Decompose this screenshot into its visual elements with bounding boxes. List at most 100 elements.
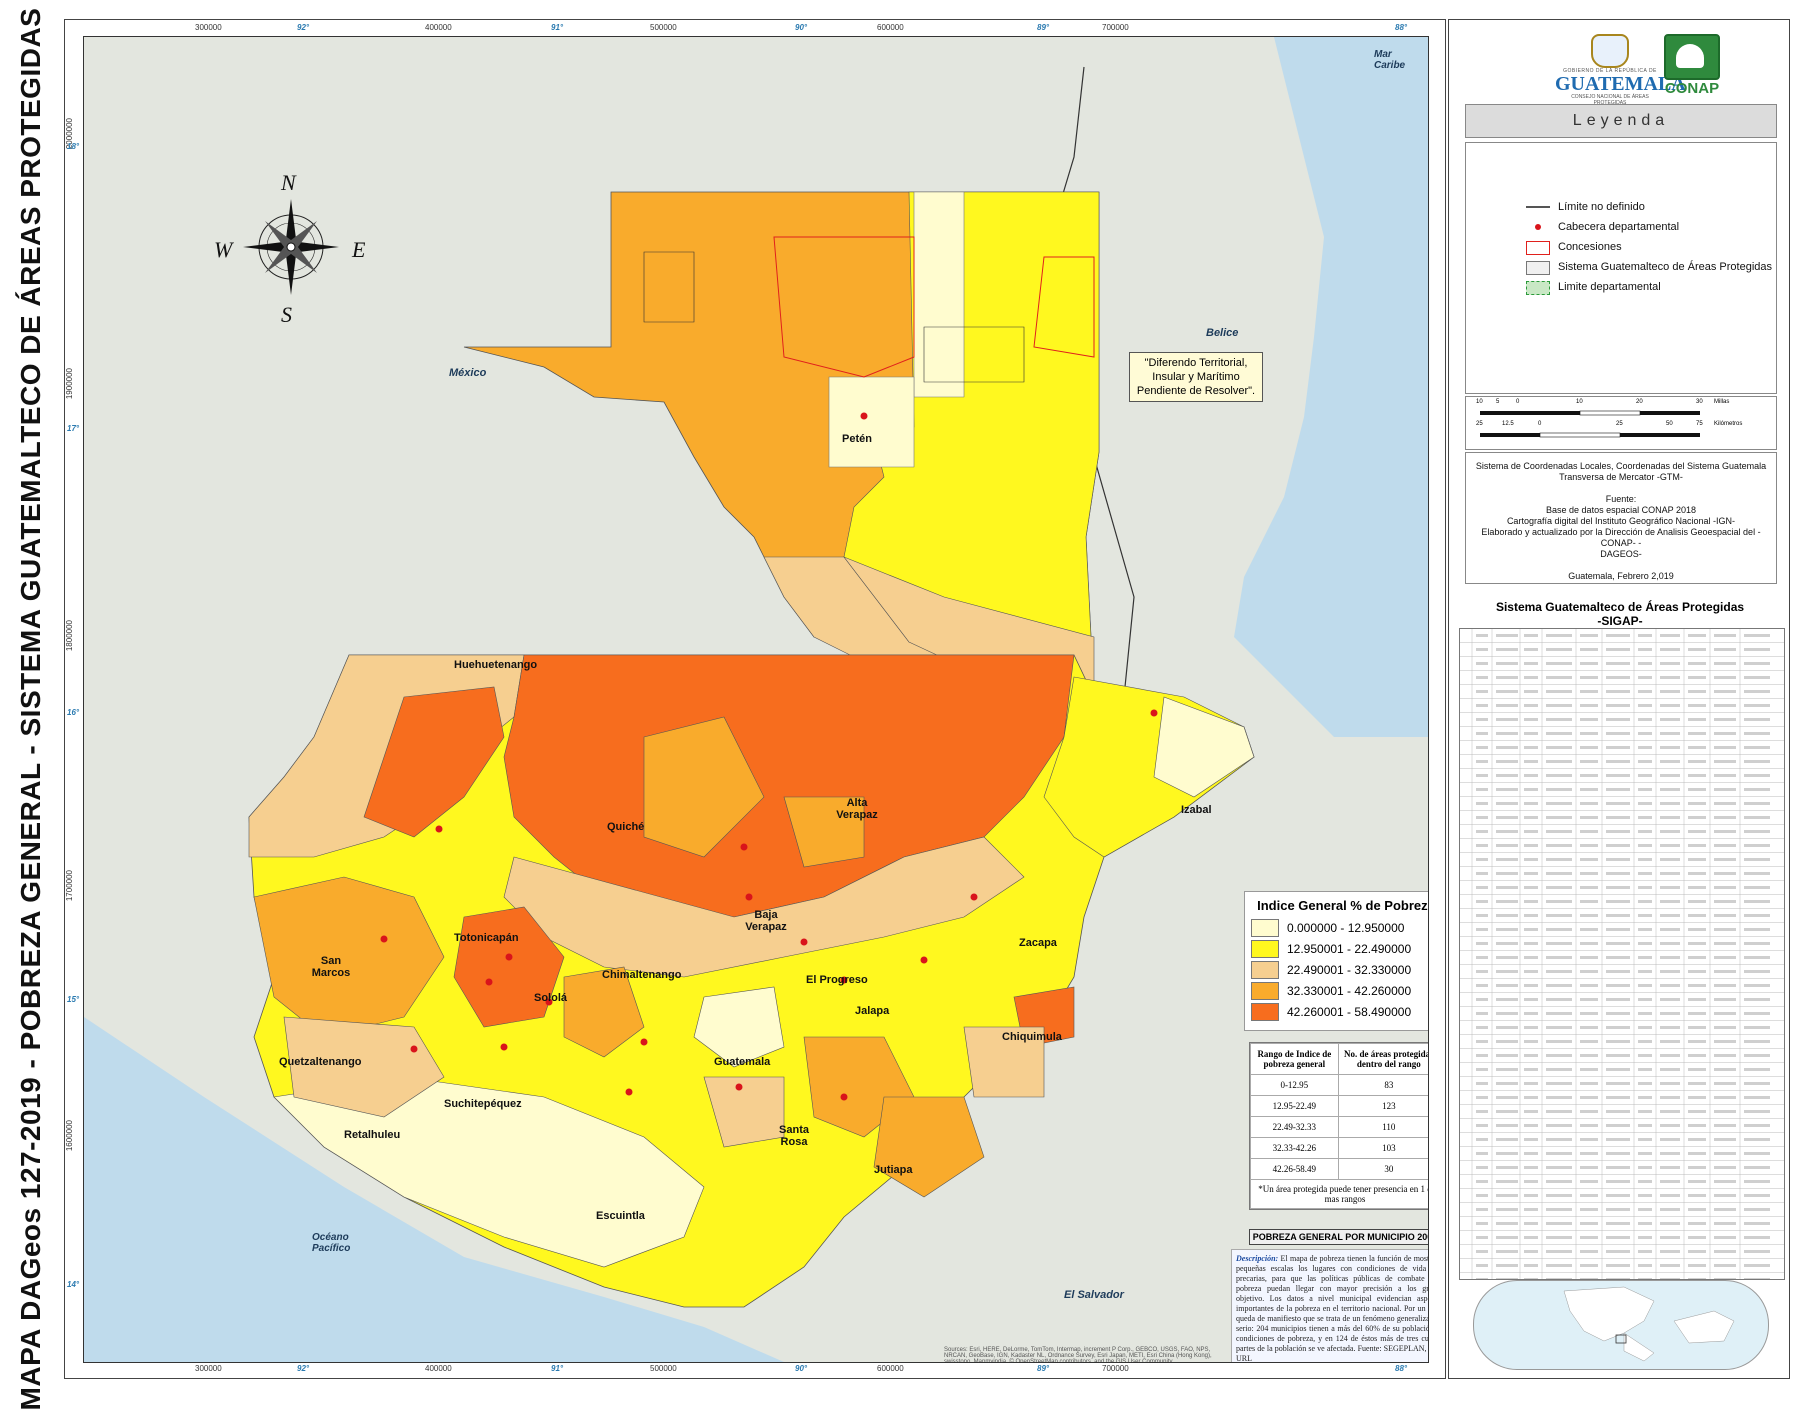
dept-guatemala: Guatemala: [714, 1056, 771, 1068]
peten-municipio-pale: [828, 376, 915, 468]
degree-label: 91°: [551, 23, 564, 32]
caribbean-sea: [1234, 37, 1428, 737]
dept-alta-verapaz: Alta Verapaz: [836, 797, 878, 821]
legend-label: 32.330001 - 42.260000: [1287, 984, 1412, 998]
northing-label: 1900000: [65, 368, 74, 400]
locator-map-svg: [1563, 1286, 1735, 1362]
protected-area-outline: [643, 251, 695, 323]
pacific-coast-pale: [273, 1076, 705, 1268]
degree-label: 16°: [67, 708, 80, 717]
scale-tick: 25: [1616, 421, 1623, 427]
compass-n: N: [281, 170, 296, 195]
scale-unit: Millas: [1714, 399, 1730, 405]
compass-w: W: [214, 237, 233, 262]
poverty-legend-item: 22.490001 - 32.330000: [1251, 961, 1428, 979]
pacific-ocean: [84, 1017, 784, 1362]
dept-quetzaltenango: Quetzaltenango: [279, 1056, 362, 1068]
easting-label: 400000: [425, 1364, 452, 1373]
count-cell: 83: [1337, 1074, 1428, 1096]
easting-label: 400000: [425, 23, 452, 32]
capital-dot: [970, 893, 978, 901]
scale-tick: 25: [1476, 421, 1483, 427]
green-dashed-box-icon: [1526, 281, 1550, 295]
legend-item: Limite departamental: [1526, 281, 1661, 295]
poverty-legend-item: 12.950001 - 22.490000: [1251, 940, 1428, 958]
sigap-subtitle: -SIGAP-: [1597, 614, 1643, 628]
capital-dot: [740, 843, 748, 851]
conap-logo-text: CONAP: [1664, 80, 1720, 97]
retalhuleu-tan: [283, 1016, 445, 1118]
capital-dot: [485, 978, 493, 986]
middle-band-tan: [503, 836, 1025, 978]
label-belice: Belice: [1206, 327, 1239, 339]
compass-s: S: [281, 302, 292, 327]
count-cell: 110: [1337, 1116, 1428, 1138]
chiquimula-tan: [963, 1026, 1045, 1098]
degree-label: 18°: [67, 142, 80, 151]
grey-outline-box-icon: [1526, 261, 1550, 275]
scale-tick: 20: [1636, 399, 1643, 405]
coords-line: Cartografía digital del Instituto Geográ…: [1506, 516, 1736, 526]
capital-dot: [410, 1045, 418, 1053]
vertical-title: MAPA DAGeos 127-2019 - POBREZA GENERAL -…: [0, 0, 62, 1410]
easting-label: 700000: [1102, 23, 1129, 32]
dept-zacapa: Zacapa: [1019, 937, 1057, 949]
dept-escuintla: Escuintla: [596, 1210, 645, 1222]
coords-line: Guatemala, Febrero 2,019: [1568, 571, 1674, 581]
scale-bar-svg: [1480, 410, 1700, 438]
dept-chimaltenango: Chimaltenango: [602, 969, 682, 981]
table-row: 32.33-42.26 103: [1250, 1137, 1428, 1159]
capital-dot: [500, 1043, 508, 1051]
coords-line: Transversa de Mercator -GTM-: [1559, 472, 1683, 482]
table-row: 22.49-32.33 110: [1250, 1116, 1428, 1138]
legend-item-label: Cabecera departamental: [1558, 221, 1680, 233]
degree-label: 91°: [551, 1364, 564, 1373]
coords-line: DAGEOS-: [1600, 549, 1642, 559]
easting-label: 600000: [877, 1364, 904, 1373]
range-table: Rango de Indice de pobreza general No. d…: [1249, 1042, 1428, 1210]
northing-label: 1600000: [65, 1120, 74, 1152]
range-cell: 32.33-42.26: [1250, 1137, 1339, 1159]
capital-dot: [735, 1083, 743, 1091]
legend-item: Concesiones: [1526, 241, 1622, 255]
map-subtitle: POBREZA GENERAL POR MUNICIPIO 2002: [1249, 1229, 1428, 1245]
dispute-note: "Diferendo Territorial, Insular y Maríti…: [1129, 352, 1263, 402]
degree-label: 88°: [1395, 23, 1408, 32]
poverty-legend: Indice General % de Pobreza 0.000000 - 1…: [1244, 891, 1428, 1031]
dept-izabal: Izabal: [1181, 804, 1212, 816]
coords-line: Elaborado y actualizado por la Dirección…: [1481, 527, 1761, 548]
dept-totonicapan: Totonicapán: [454, 932, 519, 944]
map-canvas[interactable]: N S E W México Belice El Salvador Mar Ca…: [83, 36, 1429, 1363]
capital-dot: [860, 412, 868, 420]
locator-map: [1473, 1280, 1769, 1370]
degree-label: 89°: [1037, 23, 1050, 32]
capital-dot: [640, 1038, 648, 1046]
legend-label: 0.000000 - 12.950000: [1287, 921, 1405, 935]
jutiapa-mid: [873, 1096, 985, 1198]
table-row: 42.26-58.49 30: [1250, 1158, 1428, 1180]
count-cell: 123: [1337, 1095, 1428, 1117]
scale-tick: 0: [1516, 399, 1520, 405]
label-oceano-pacifico: Océano Pacífico: [312, 1232, 351, 1254]
dept-retalhuleu: Retalhuleu: [344, 1129, 401, 1141]
sigap-header: Sistema Guatemalteco de Áreas Protegidas…: [1465, 600, 1775, 628]
capital-dot: [800, 938, 808, 946]
capital-dot: [840, 1093, 848, 1101]
range-cell: 12.95-22.49: [1250, 1095, 1339, 1117]
legend-swatch: [1251, 1003, 1279, 1021]
easting-label: 300000: [195, 23, 222, 32]
dept-quiche: Quiché: [607, 821, 645, 833]
degree-label: 88°: [1395, 1364, 1408, 1373]
easting-label: 600000: [877, 23, 904, 32]
basemap-attribution: Sources: Esri, HERE, DeLorme, TomTom, In…: [944, 1347, 1212, 1363]
range-cell: 22.49-32.33: [1250, 1116, 1339, 1138]
concessions-outline: [773, 236, 915, 378]
description-box: Descripción: El mapa de pobreza tienen l…: [1231, 1249, 1428, 1362]
capital-dot: [505, 953, 513, 961]
legend-item: Límite no definido: [1526, 201, 1645, 213]
degree-label: 90°: [795, 1364, 808, 1373]
crest-icon: [1591, 34, 1629, 68]
gt-logo-small: GOBIERNO DE LA REPÚBLICA DE: [1563, 68, 1657, 74]
capital-dot: [380, 935, 388, 943]
dept-peten: Petén: [842, 433, 872, 445]
